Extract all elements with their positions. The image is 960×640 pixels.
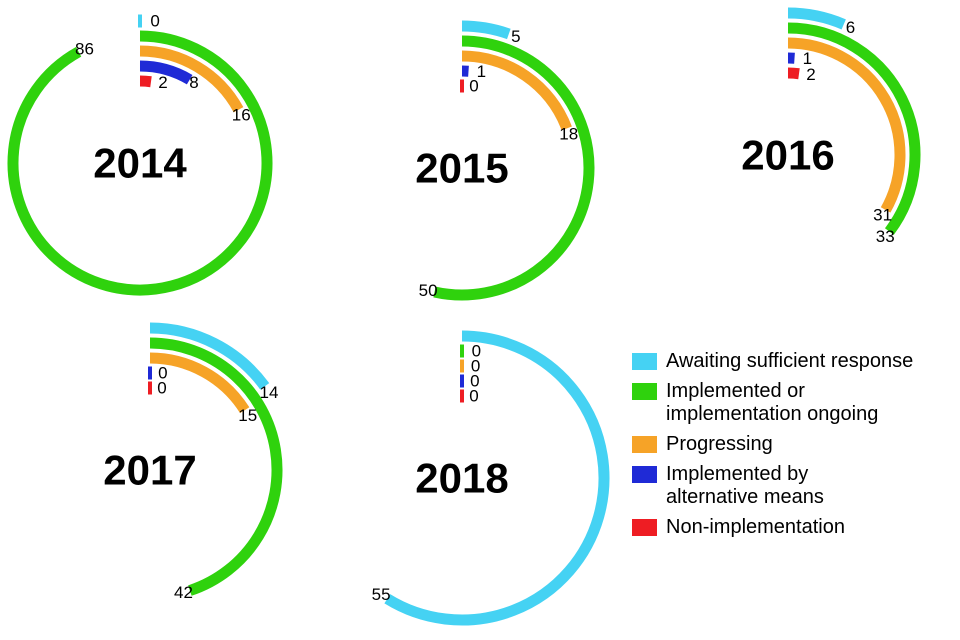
arc-2016-non-implementation <box>787 67 800 80</box>
legend-label-progressing: Progressing <box>666 433 773 455</box>
legend-label-awaiting: Awaiting sufficient response <box>666 350 914 372</box>
value-label-2014-alternative: 8 <box>189 73 198 92</box>
legend-item-non-implementation: Non-implementation <box>632 516 957 539</box>
value-label-2014-implemented: 86 <box>75 39 94 58</box>
value-label-2014-non-implementation: 2 <box>158 73 167 92</box>
legend-swatch-alternative-icon <box>632 466 657 483</box>
value-label-2018-alternative: 0 <box>470 372 479 391</box>
year-label-2016: 2016 <box>741 132 834 179</box>
value-label-2015-non-implementation: 0 <box>469 77 478 96</box>
value-label-2018-progressing: 0 <box>471 357 480 376</box>
legend-item-progressing: Progressing <box>632 433 957 456</box>
year-label-2015: 2015 <box>415 145 508 192</box>
arc-2016-progressing <box>787 37 906 213</box>
legend-swatch-progressing-icon <box>632 436 657 453</box>
arc-2014-non-implementation <box>139 75 152 88</box>
value-label-2016-implemented: 33 <box>876 227 895 246</box>
legend-label-alternative: Implemented by alternative means <box>666 463 824 508</box>
year-label-2014: 2014 <box>93 140 187 187</box>
value-label-2018-non-implementation: 0 <box>469 387 478 406</box>
legend-item-implemented: Implemented or implementation ongoing <box>632 380 957 426</box>
value-label-2016-awaiting: 6 <box>846 18 855 37</box>
value-label-2016-non-implementation: 2 <box>806 65 815 84</box>
value-label-2015-implemented: 50 <box>419 281 438 300</box>
legend-item-alternative: Implemented by alternative means <box>632 463 957 509</box>
value-label-2017-implemented: 42 <box>174 583 193 602</box>
legend-item-awaiting: Awaiting sufficient response <box>632 350 957 373</box>
value-label-2015-alternative: 1 <box>477 62 486 81</box>
value-label-2018-awaiting: 55 <box>372 585 391 604</box>
value-label-2014-awaiting: 0 <box>150 12 159 31</box>
value-label-2016-progressing: 31 <box>873 205 892 224</box>
value-label-2016-alternative: 1 <box>803 49 812 68</box>
arc-2015-implemented <box>433 35 595 301</box>
value-label-2015-awaiting: 5 <box>511 27 520 46</box>
arc-2017-awaiting <box>149 322 270 390</box>
arc-2014-progressing <box>139 45 244 113</box>
value-label-2017-alternative: 0 <box>158 364 167 383</box>
year-label-2017: 2017 <box>103 447 196 494</box>
value-label-2015-progressing: 18 <box>559 124 578 143</box>
year-label-2018: 2018 <box>415 455 508 502</box>
arc-2016-awaiting <box>787 7 846 30</box>
legend-label-non-implementation: Non-implementation <box>666 516 845 538</box>
value-label-2017-progressing: 15 <box>238 406 257 425</box>
arc-2016-implemented <box>787 22 921 235</box>
arc-2014-implemented <box>7 30 273 296</box>
legend-swatch-awaiting-icon <box>632 353 657 370</box>
arc-2018-awaiting <box>384 330 610 626</box>
value-label-2017-non-implementation: 0 <box>157 379 166 398</box>
arc-2014-alternative <box>139 60 193 85</box>
value-label-2017-awaiting: 14 <box>260 383 279 402</box>
legend-swatch-non-implementation-icon <box>632 519 657 536</box>
arc-2015-awaiting <box>461 20 511 40</box>
arc-2017-implemented <box>149 337 283 596</box>
arc-2015-progressing <box>461 50 572 131</box>
value-label-2018-implemented: 0 <box>472 342 481 361</box>
value-label-2014-progressing: 16 <box>232 106 251 125</box>
legend-label-implemented: Implemented or implementation ongoing <box>666 380 879 425</box>
arc-2017-progressing <box>149 352 250 414</box>
legend-swatch-implemented-icon <box>632 383 657 400</box>
legend: Awaiting sufficient response Implemented… <box>632 350 957 539</box>
